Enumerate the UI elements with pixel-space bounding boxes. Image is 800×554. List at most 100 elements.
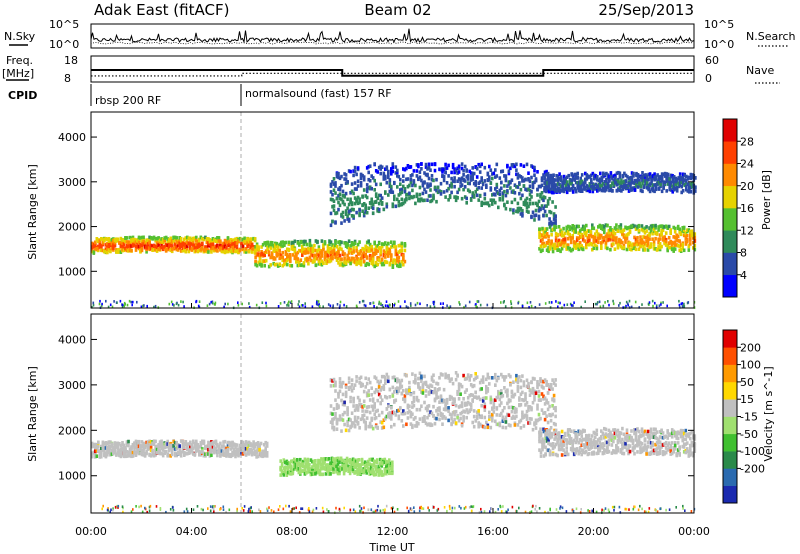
velocity-cell [95, 454, 99, 458]
velocity-cell [335, 402, 339, 407]
power-cell [539, 194, 542, 199]
power-cell [541, 233, 544, 238]
power-cell [596, 184, 599, 188]
power-cell [663, 174, 667, 178]
power-cell [157, 243, 160, 247]
velocity-cell [167, 453, 171, 458]
power-cell [115, 239, 118, 243]
power-cell [534, 306, 537, 309]
power-cell [409, 165, 413, 169]
power-cell [248, 305, 251, 309]
sky-tick-bottom: 10^0 [49, 38, 79, 51]
power-cell [304, 251, 307, 255]
power-cell [650, 174, 653, 179]
power-colorbar-segment [723, 185, 737, 209]
power-cell [98, 239, 102, 243]
power-cell [516, 209, 520, 214]
power-cell [347, 209, 351, 214]
power-cell [177, 303, 180, 307]
power-cell [537, 199, 541, 204]
power-cell [544, 243, 547, 248]
velocity-cell [330, 459, 334, 464]
power-cell [451, 179, 455, 183]
power-cell [300, 304, 303, 307]
velocity-cell [353, 383, 357, 387]
power-cell [107, 239, 111, 244]
power-cell [581, 238, 585, 242]
power-cell [148, 240, 151, 245]
power-cell [456, 166, 459, 171]
power-cell [546, 173, 549, 177]
power-cell [606, 173, 610, 177]
power-cell [331, 249, 334, 254]
velocity-cell [148, 453, 151, 457]
velocity-cell [360, 457, 364, 462]
velocity-cell [334, 411, 337, 416]
velocity-cell [372, 473, 376, 477]
power-cell [531, 210, 535, 215]
velocity-cell [314, 469, 317, 474]
velocity-cell [320, 463, 323, 467]
power-cell [229, 238, 233, 242]
velocity-cell [331, 417, 334, 422]
power-cell [169, 248, 172, 252]
power-cell [495, 182, 499, 187]
velocity-cell [336, 462, 340, 467]
power-cell [675, 233, 678, 238]
velocity-cell [332, 407, 336, 411]
velocity-cell [338, 380, 342, 385]
power-cell [671, 176, 674, 181]
velocity-cell [368, 422, 372, 427]
power-cell [418, 170, 422, 174]
velocity-cell [163, 451, 166, 455]
velocity-cell [350, 466, 353, 470]
power-cell [588, 236, 591, 241]
power-cell [500, 186, 503, 191]
velocity-cell [196, 443, 200, 447]
power-cell [678, 303, 681, 307]
velocity-cell [368, 469, 371, 474]
velocity-cell [385, 379, 389, 383]
power-cell [365, 261, 369, 266]
power-cell [560, 241, 564, 246]
power-cell [611, 189, 614, 193]
power-cell [332, 208, 336, 213]
velocity-cell [384, 416, 387, 421]
velocity-cell [330, 462, 334, 466]
power-cell [166, 240, 169, 244]
power-cell [133, 240, 136, 244]
velocity-cell [336, 459, 340, 463]
velocity-cell [250, 448, 254, 453]
velocity-cell [195, 439, 198, 444]
velocity-cell [347, 380, 351, 384]
power-cell [338, 263, 342, 267]
power-cell [480, 176, 483, 180]
power-cell [359, 258, 363, 263]
power-cell [368, 185, 372, 189]
power-cell [263, 251, 266, 255]
power-cell [594, 187, 598, 191]
velocity-cell [238, 443, 242, 448]
power-cell [460, 166, 464, 171]
power-cell [488, 175, 491, 179]
power-cell [624, 240, 627, 244]
velocity-cell [264, 450, 267, 455]
power-cell [481, 182, 485, 187]
power-cell [186, 240, 189, 245]
power-cell [577, 231, 580, 235]
power-cell [121, 238, 124, 242]
velocity-cell [377, 385, 381, 389]
velocity-cell [317, 463, 320, 468]
velocity-cell [359, 465, 362, 469]
power-cell [571, 224, 574, 228]
velocity-cell [94, 452, 97, 456]
velocity-cell [225, 448, 228, 453]
power-cell [317, 262, 321, 266]
freq-trace [91, 69, 694, 77]
power-cell [128, 235, 132, 240]
power-cell [237, 250, 240, 255]
power-cell [583, 231, 586, 236]
velocity-cell [109, 444, 112, 449]
power-cell [630, 305, 633, 309]
